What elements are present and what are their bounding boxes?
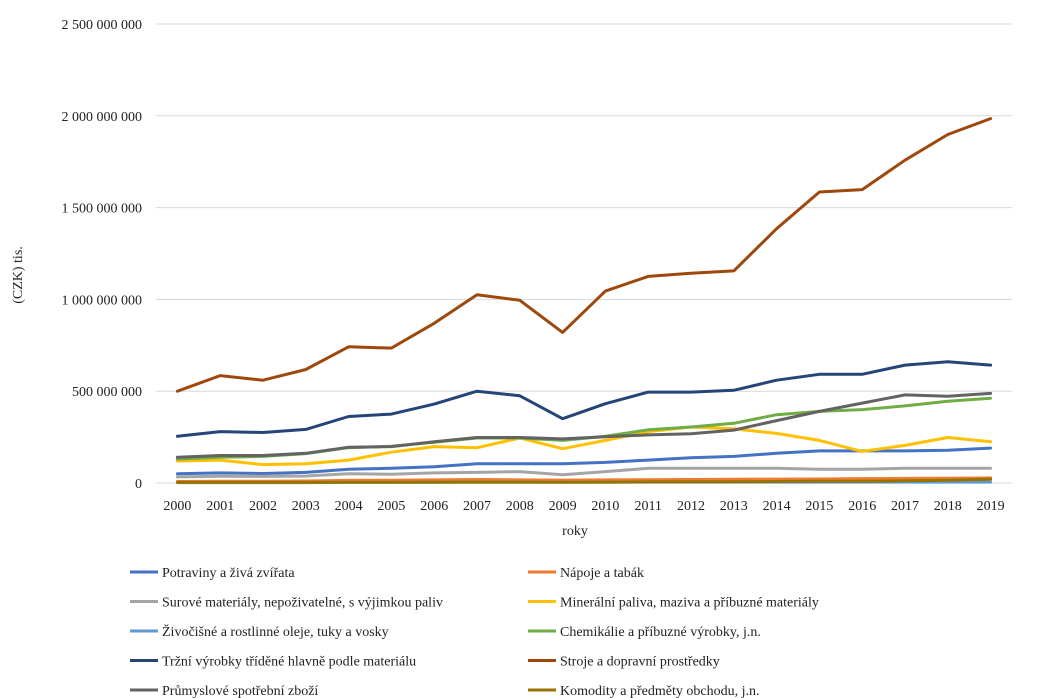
y-tick-label: 1 000 000 000	[62, 293, 143, 308]
legend-label: Stroje a dopravní prostředky	[560, 655, 720, 670]
gridlines	[156, 23, 1012, 484]
x-tick-label: 2017	[891, 499, 919, 514]
legend-label: Komodity a předměty obchodu, j.n.	[560, 684, 759, 698]
legend-item: Průmyslové spotřební zboží	[130, 684, 318, 698]
legend-item: Chemikálie a příbuzné výrobky, j.n.	[528, 625, 761, 640]
y-axis-title: (CZK) tis.	[11, 246, 26, 304]
legend-label: Chemikálie a příbuzné výrobky, j.n.	[560, 625, 761, 640]
series-lines	[175, 117, 993, 485]
x-tick-label: 2010	[591, 499, 619, 514]
series-line-9	[175, 391, 993, 459]
legend-label: Průmyslové spotřební zboží	[162, 684, 318, 698]
series-line-8	[175, 117, 993, 393]
x-tick-label: 2018	[934, 499, 962, 514]
legend-item: Minerální paliva, maziva a příbuzné mate…	[528, 596, 819, 611]
legend: Potraviny a živá zvířata Nápoje a tabák Su…	[130, 566, 819, 698]
legend-label: Živočišné a rostlinné oleje, tuky a vosk…	[162, 623, 389, 640]
y-axis-ticks: 0 500 000 000 1 000 000 000 1 500 000 000 2 …	[62, 18, 143, 492]
x-tick-label: 2016	[848, 499, 876, 514]
legend-item: Živočišné a rostlinné oleje, tuky a vosk…	[130, 623, 389, 640]
series-line-10	[175, 477, 993, 484]
x-tick-label: 2008	[506, 499, 534, 514]
x-tick-label: 2019	[977, 499, 1005, 514]
x-tick-label: 2005	[377, 499, 405, 514]
x-tick-label: 2013	[720, 499, 748, 514]
legend-item: Stroje a dopravní prostředky	[528, 655, 720, 670]
legend-item: Potraviny a živá zvířata	[130, 566, 295, 581]
x-tick-label: 2015	[805, 499, 833, 514]
x-tick-label: 2012	[677, 499, 705, 514]
series-line-3	[175, 466, 993, 479]
x-tick-label: 2006	[420, 499, 448, 514]
x-axis-title: roky	[562, 524, 588, 539]
y-tick-label: 0	[135, 477, 142, 492]
legend-label: Nápoje a tabák	[560, 566, 644, 581]
legend-item: Komodity a předměty obchodu, j.n.	[528, 684, 759, 698]
legend-label: Potraviny a živá zvířata	[162, 566, 295, 581]
y-tick-label: 2 000 000 000	[62, 110, 143, 125]
legend-item: Nápoje a tabák	[528, 566, 644, 581]
legend-item: Surové materiály, nepoživatelné, s výjim…	[130, 596, 443, 611]
legend-label: Minerální paliva, maziva a příbuzné mate…	[560, 596, 819, 611]
series-line-7	[175, 360, 993, 438]
x-tick-label: 2000	[163, 499, 191, 514]
y-tick-label: 2 500 000 000	[62, 18, 143, 33]
x-tick-label: 2014	[763, 499, 791, 514]
y-tick-label: 500 000 000	[72, 385, 142, 400]
x-axis-ticks: 2000 2001 2002 2003 2004 2005 2006 2007 2008 2009…	[163, 499, 1004, 514]
legend-label: Surové materiály, nepoživatelné, s výjim…	[162, 596, 443, 611]
x-tick-label: 2007	[463, 499, 491, 514]
series-line-4	[175, 425, 993, 467]
x-tick-label: 2003	[292, 499, 320, 514]
x-tick-label: 2004	[335, 499, 363, 514]
x-tick-label: 2009	[549, 499, 577, 514]
legend-item: Tržní výrobky tříděné hlavně podle mater…	[130, 655, 416, 670]
x-tick-label: 2001	[206, 499, 234, 514]
x-tick-label: 2011	[634, 499, 661, 514]
x-tick-label: 2002	[249, 499, 277, 514]
y-tick-label: 1 500 000 000	[62, 202, 143, 217]
legend-label: Tržní výrobky tříděné hlavně podle mater…	[162, 655, 416, 670]
